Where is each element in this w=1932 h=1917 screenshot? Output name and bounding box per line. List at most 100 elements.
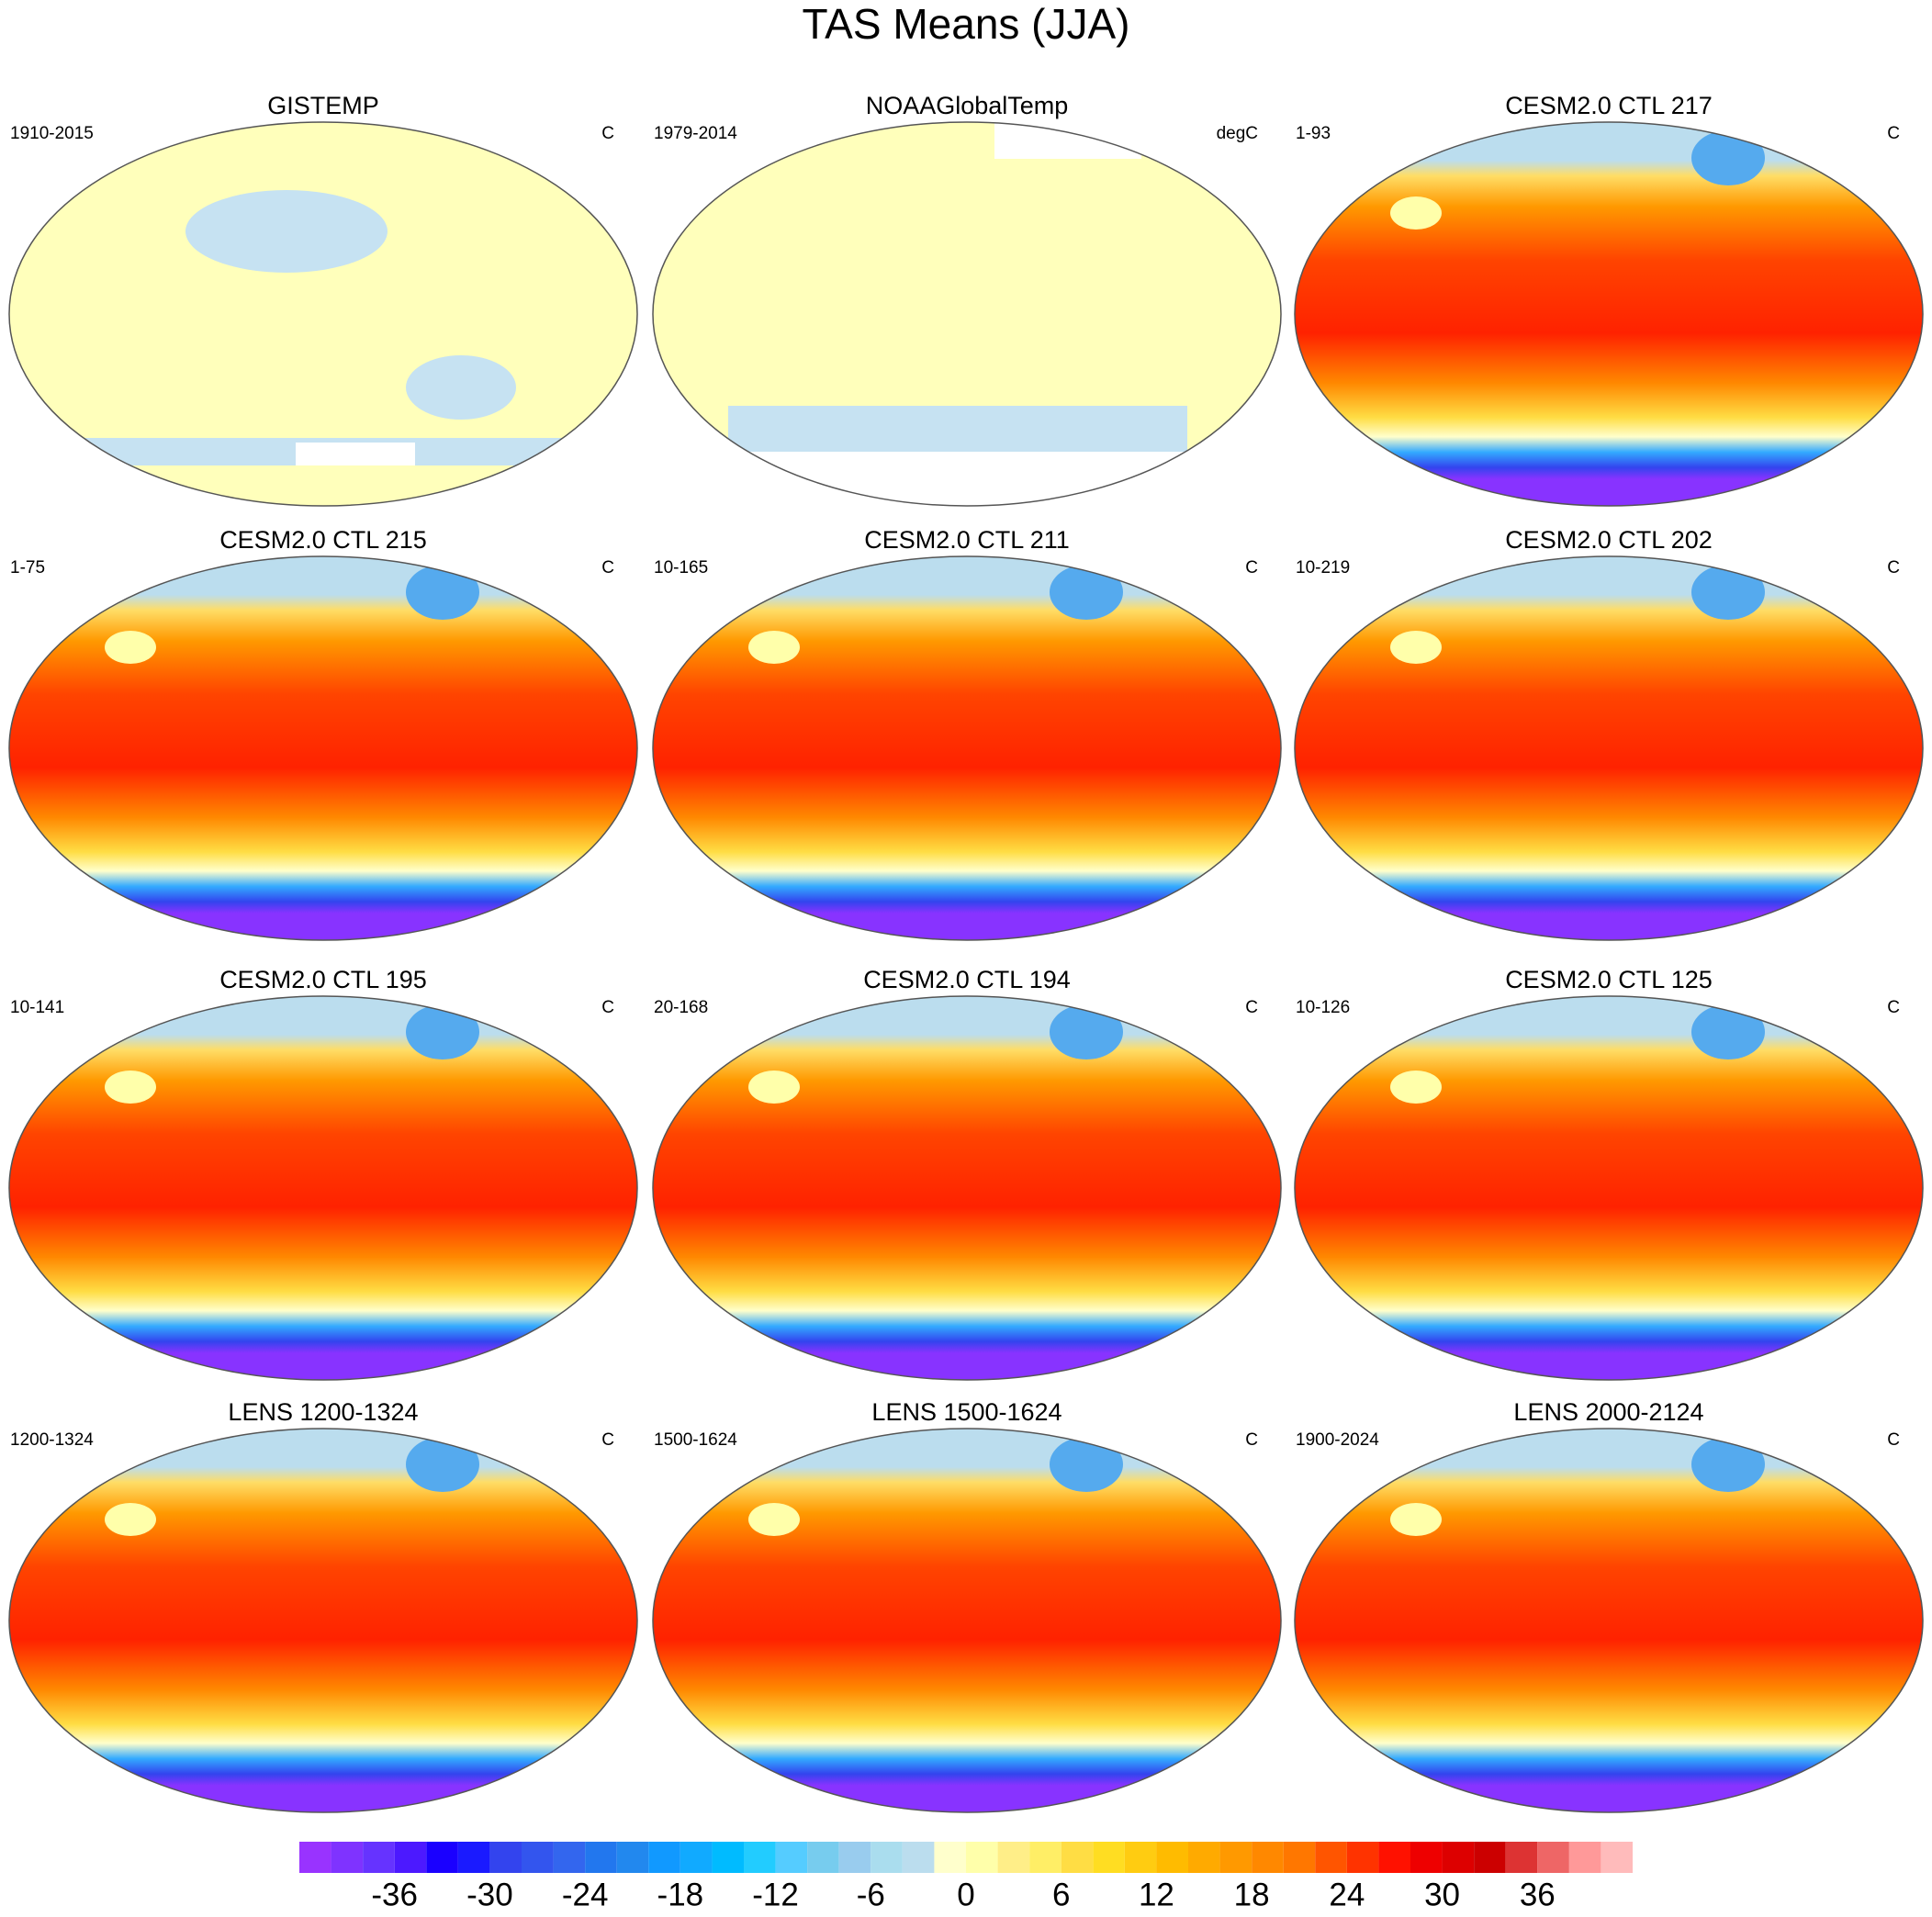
- colorbar-tick-label: -12: [752, 1877, 799, 1912]
- colorbar-tick-label: 30: [1424, 1877, 1460, 1912]
- map-border: [1294, 995, 1924, 1381]
- map: [653, 556, 1281, 940]
- map: [9, 556, 637, 940]
- colorbar-tick-label: -24: [562, 1877, 609, 1912]
- colorbar-box: [299, 1842, 331, 1873]
- map: [1295, 556, 1923, 940]
- panel-right-label: C: [601, 998, 614, 1017]
- map: [1295, 1429, 1923, 1812]
- greenland: [406, 1004, 479, 1059]
- map-border: [1294, 121, 1924, 507]
- colorbar-box: [585, 1842, 617, 1873]
- colorbar-tick-label: -6: [857, 1877, 885, 1912]
- map-border: [1294, 555, 1924, 941]
- colorbar-box: [1378, 1842, 1410, 1873]
- colorbar-box: [426, 1842, 458, 1873]
- tibet: [105, 631, 156, 664]
- panel-title: CESM2.0 CTL 215: [219, 526, 427, 554]
- map-fill: [653, 556, 1281, 940]
- colorbar-box: [1188, 1842, 1220, 1873]
- panel-left-label: 1200-1324: [10, 1430, 94, 1450]
- colorbar-box: [489, 1842, 522, 1873]
- colorbar-tick-label: 36: [1520, 1877, 1556, 1912]
- colorbar-box: [1537, 1842, 1569, 1873]
- missing: [296, 443, 415, 465]
- colorbar-tick-label: 24: [1329, 1877, 1365, 1912]
- panel-title: CESM2.0 CTL 211: [864, 526, 1070, 554]
- map-fill: [9, 556, 637, 940]
- colorbar-box: [1124, 1842, 1157, 1873]
- greenland: [1691, 130, 1765, 185]
- colorbar-box: [1156, 1842, 1188, 1873]
- colorbar-box: [680, 1842, 713, 1873]
- colorbar-box: [1029, 1842, 1061, 1873]
- map: [9, 996, 637, 1380]
- tibet: [748, 1071, 800, 1104]
- map-fill: [9, 1429, 637, 1812]
- map-border: [652, 555, 1282, 941]
- panel-right-label: C: [1887, 558, 1900, 577]
- colorbar-box: [1346, 1842, 1379, 1873]
- tibet: [1390, 1071, 1442, 1104]
- greenland: [1691, 1004, 1765, 1059]
- colorbar-tick-label: 6: [1052, 1877, 1070, 1912]
- colorbar-box: [1442, 1842, 1475, 1873]
- panel-right-label: C: [601, 558, 614, 577]
- colorbar-box: [902, 1842, 935, 1873]
- missing: [653, 452, 1281, 506]
- greenland: [1691, 565, 1765, 620]
- missing: [994, 122, 1141, 159]
- map-border: [652, 1428, 1282, 1813]
- colorbar-box: [1061, 1842, 1094, 1873]
- colorbar-box: [775, 1842, 808, 1873]
- colorbar-box: [1315, 1842, 1347, 1873]
- colorbar-box: [1505, 1842, 1538, 1873]
- panel-left-label: 1-93: [1296, 124, 1331, 143]
- map-fill: [1295, 122, 1923, 506]
- map-fill: [9, 996, 637, 1380]
- colorbar-box: [712, 1842, 744, 1873]
- colorbar-box: [394, 1842, 427, 1873]
- anomaly-patch: [185, 190, 388, 273]
- map-fill: [653, 996, 1281, 1380]
- panel-right-label: C: [1245, 1430, 1258, 1450]
- map: [1295, 122, 1923, 506]
- colorbar-box: [616, 1842, 649, 1873]
- panel-left-label: 10-165: [654, 558, 708, 577]
- colorbar-box: [1568, 1842, 1601, 1873]
- colorbar-box: [1601, 1842, 1633, 1873]
- map: [9, 122, 637, 506]
- colorbar-box: [522, 1842, 554, 1873]
- panel-left-label: 1900-2024: [1296, 1430, 1379, 1450]
- tibet: [748, 1503, 800, 1536]
- map-fill: [1295, 556, 1923, 940]
- panel-left-label: 10-126: [1296, 998, 1350, 1017]
- panel-right-label: C: [1887, 124, 1900, 143]
- panel-left-label: 1500-1624: [654, 1430, 737, 1450]
- colorbar-box: [934, 1842, 966, 1873]
- colorbar-tick-label: 12: [1139, 1877, 1174, 1912]
- colorbar-box: [363, 1842, 395, 1873]
- colorbar-tick-label: -18: [657, 1877, 704, 1912]
- tibet: [748, 631, 800, 664]
- colorbar-tick-label: -36: [371, 1877, 418, 1912]
- panel-title: LENS 2000-2124: [1513, 1398, 1703, 1426]
- colorbar-box: [966, 1842, 998, 1873]
- colorbar-box: [1219, 1842, 1252, 1873]
- colorbar-tick-label: -30: [466, 1877, 513, 1912]
- colorbar-tick-label: 0: [957, 1877, 974, 1912]
- panel-title: CESM2.0 CTL 194: [863, 966, 1071, 993]
- colorbar-box: [744, 1842, 776, 1873]
- map: [653, 1429, 1281, 1812]
- panel-title: CESM2.0 CTL 217: [1505, 92, 1713, 119]
- panel-left-label: 1979-2014: [654, 124, 737, 143]
- colorbar-box: [1252, 1842, 1284, 1873]
- anomaly-patch: [728, 406, 1187, 452]
- colorbar-box: [1283, 1842, 1316, 1873]
- panel-right-label: C: [1245, 998, 1258, 1017]
- greenland: [1050, 1004, 1123, 1059]
- panel-left-label: 10-219: [1296, 558, 1350, 577]
- colorbar-tick-label: 18: [1234, 1877, 1270, 1912]
- greenland: [1691, 1437, 1765, 1492]
